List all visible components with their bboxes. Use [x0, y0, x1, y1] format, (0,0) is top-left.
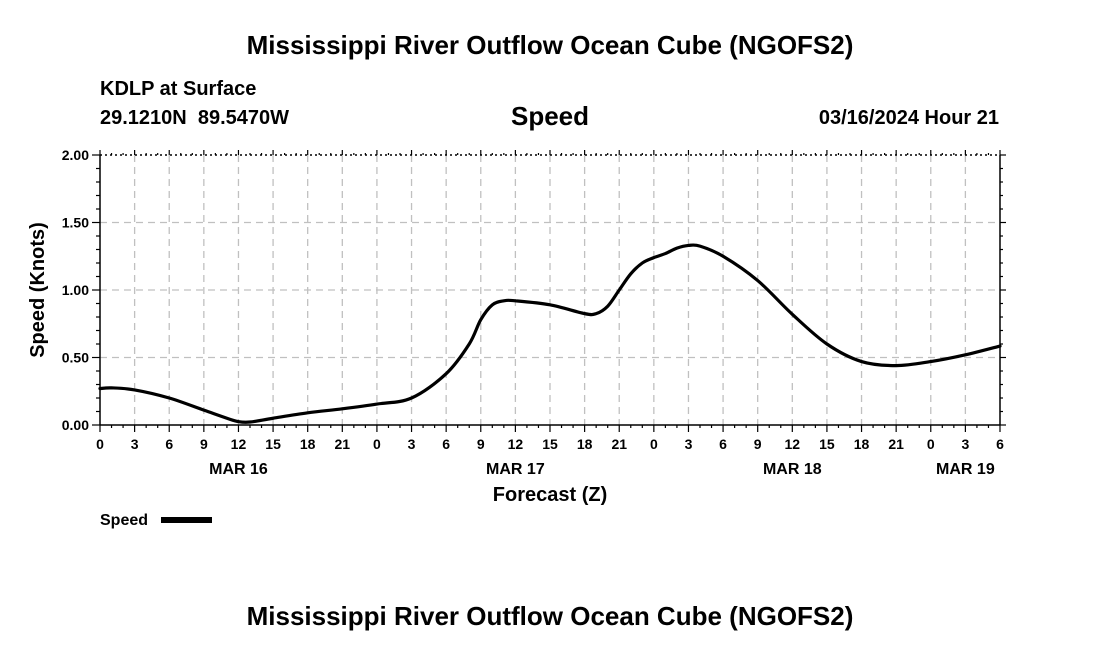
y-tick-label: 1.00	[62, 282, 89, 298]
legend-line-swatch	[161, 517, 212, 523]
x-tick-label: 0	[650, 436, 658, 452]
y-tick-label: 2.00	[62, 147, 89, 163]
x-tick-label: 18	[577, 436, 593, 452]
x-tick-label: 15	[819, 436, 835, 452]
datetime-label: 03/16/2024 Hour 21	[819, 107, 999, 129]
chart-subtitle: Speed	[511, 101, 589, 131]
x-tick-label: 9	[477, 436, 485, 452]
x-axis-label: Forecast (Z)	[493, 484, 607, 506]
x-tick-label: 6	[719, 436, 727, 452]
x-tick-label: 3	[408, 436, 416, 452]
x-tick-label: 18	[300, 436, 316, 452]
x-axis-ticks: 0 3 6 9 12 15 18 21 0 3 6 9 12 15 18 21 0 3 6 9 12 15 18 21 0 3 6	[96, 150, 1004, 452]
footer-title: Mississippi River Outflow Ocean Cube (NG…	[247, 601, 854, 631]
x-tick-label: 12	[508, 436, 524, 452]
x-tick-label: 0	[96, 436, 104, 452]
day-label: MAR 19	[936, 461, 995, 478]
x-tick-label: 15	[265, 436, 281, 452]
x-tick-label: 9	[754, 436, 762, 452]
x-tick-label: 0	[927, 436, 935, 452]
x-tick-label: 21	[335, 436, 351, 452]
x-tick-label: 21	[888, 436, 904, 452]
y-tick-label: 1.50	[62, 215, 89, 231]
series	[98, 243, 1002, 424]
series-line-speed	[98, 243, 1002, 424]
chart-title: Mississippi River Outflow Ocean Cube (NG…	[247, 30, 854, 60]
grid	[100, 155, 1000, 425]
coordinates-label: 29.1210N 89.5470W	[100, 107, 289, 129]
x-tick-label: 18	[854, 436, 870, 452]
x-tick-label: 3	[961, 436, 969, 452]
x-tick-label: 3	[685, 436, 693, 452]
x-tick-label: 15	[542, 436, 558, 452]
day-label: MAR 16	[209, 461, 268, 478]
legend: Speed	[100, 512, 212, 529]
x-tick-label: 6	[165, 436, 173, 452]
day-label: MAR 17	[486, 461, 545, 478]
x-tick-label: 6	[996, 436, 1004, 452]
y-axis-ticks: 0.00 0.50 1.00 1.50 2.00	[62, 147, 1006, 433]
day-labels: MAR 16 MAR 17 MAR 18 MAR 19	[209, 461, 995, 478]
x-tick-label: 12	[785, 436, 801, 452]
x-tick-label: 21	[611, 436, 627, 452]
y-tick-label: 0.50	[62, 350, 89, 366]
x-tick-label: 0	[373, 436, 381, 452]
x-tick-label: 12	[231, 436, 247, 452]
x-tick-label: 3	[131, 436, 139, 452]
legend-label: Speed	[100, 512, 148, 529]
station-label: KDLP at Surface	[100, 78, 256, 100]
y-axis-label: Speed (Knots)	[27, 222, 49, 358]
y-tick-label: 0.00	[62, 417, 89, 433]
x-tick-label: 6	[442, 436, 450, 452]
day-label: MAR 18	[763, 461, 822, 478]
x-tick-label: 9	[200, 436, 208, 452]
